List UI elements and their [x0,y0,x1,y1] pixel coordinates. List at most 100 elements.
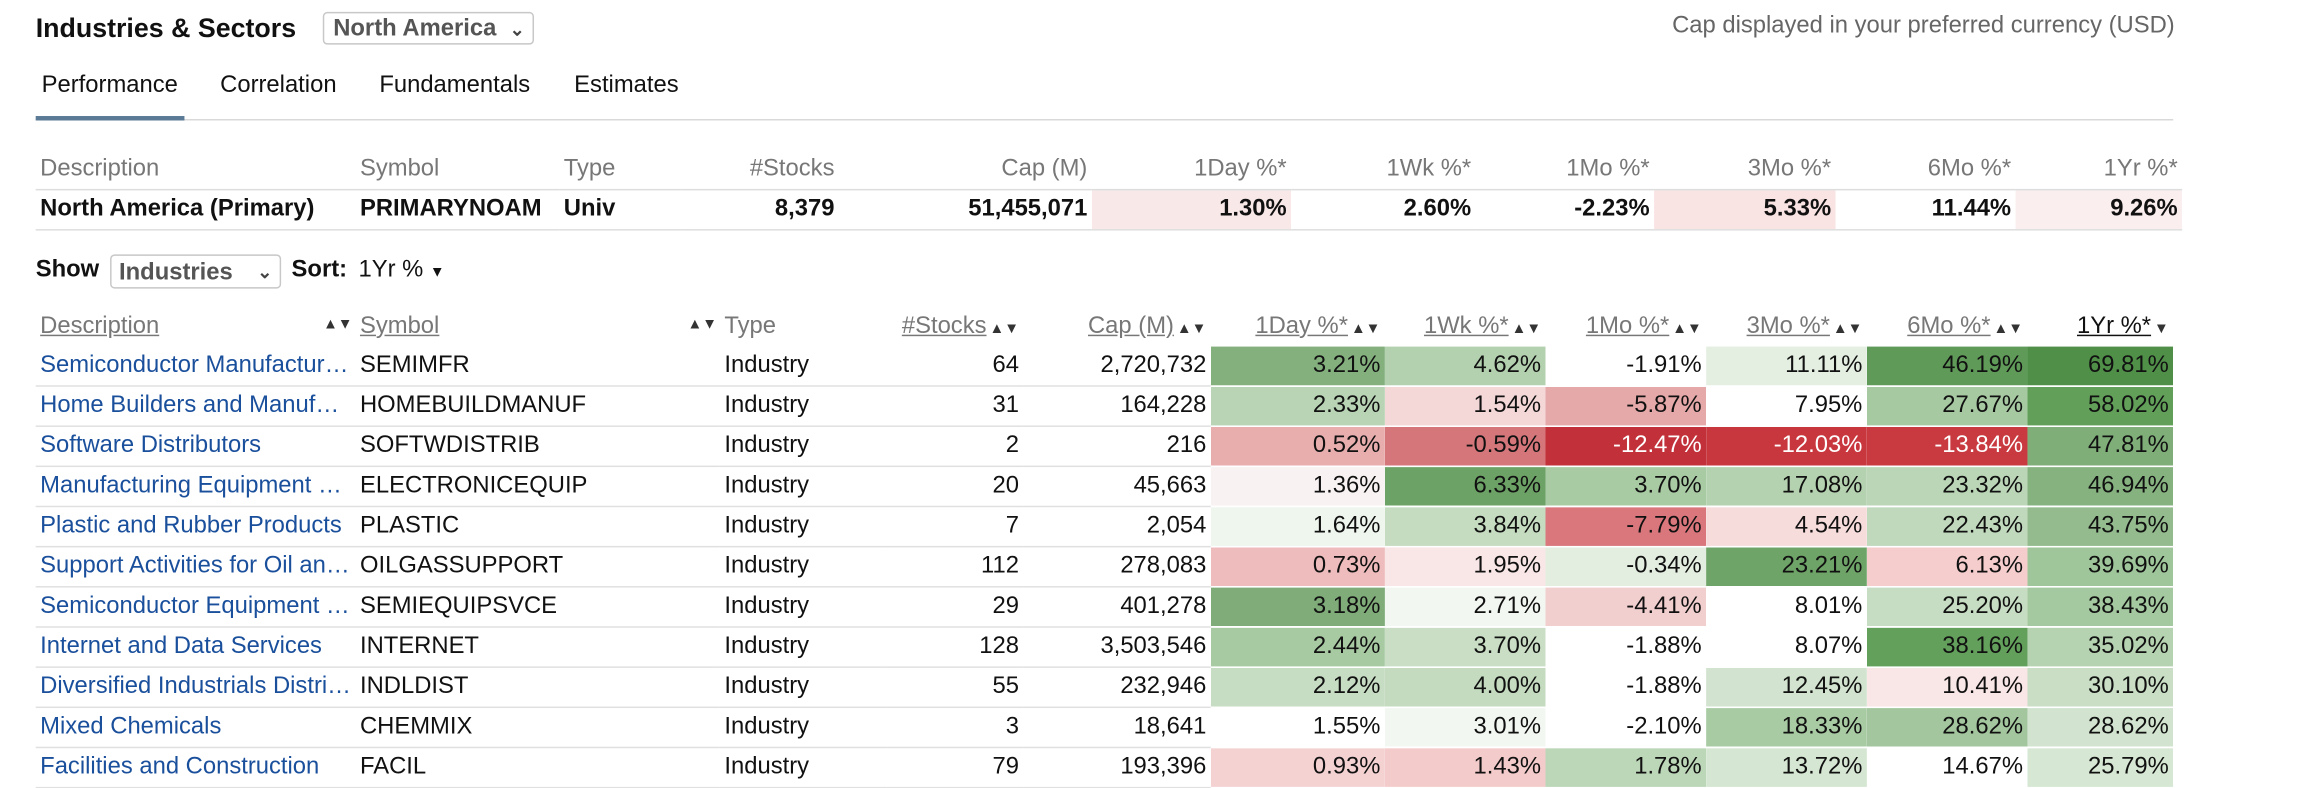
sort-header-1day[interactable]: 1Day %* ▲▼ [1211,308,1385,347]
row-pct-6mo: 27.67% [1866,386,2028,427]
tab-correlation[interactable]: Correlation [220,72,337,99]
col-header-description: Description [40,156,160,182]
summary-row: North America (Primary) PRIMARYNOAM Univ… [35,188,2183,231]
sort-header-1mo[interactable]: 1Mo %* ▲▼ [1546,308,1707,347]
row-pct-1wk: 4.00% [1384,667,1546,709]
row-symbol: SEMIMFR [355,346,720,387]
row-pct-1wk: 1.54% [1384,386,1546,427]
sort-header-symbol[interactable]: Symbol ▲▼ [356,308,720,347]
row-pct-1yr: 43.75% [2027,506,2174,548]
row-pct-1day: 1.36% [1210,466,1385,508]
row-pct-3mo: -12.03% [1706,426,1867,468]
row-cap: 2,720,732 [1023,346,1211,387]
summary-symbol: PRIMARYNOAM [355,188,560,231]
row-description-link[interactable]: Software Distributors [35,426,356,468]
col-header-1mo: 1Mo %* [1566,156,1650,182]
row-pct-3mo: 12.45% [1706,667,1867,709]
row-pct-6mo: 25.20% [1866,586,2028,628]
row-cap: 2,054 [1023,506,1211,548]
row-description-link[interactable]: Manufacturing Equipment and Components [35,466,356,508]
sort-arrows-icon: ▲▼ [989,321,1019,338]
col-header-type: Type [563,156,616,182]
sort-header-stocks[interactable]: #Stocks ▲▼ [887,308,1024,347]
table-row: Internet and Data Services INTERNET Indust… [35,626,2174,668]
row-type: Industry [719,747,887,788]
row-pct-1mo: -1.88% [1545,626,1707,668]
row-pct-1mo: -7.79% [1545,506,1707,548]
sort-header-6mo[interactable]: 6Mo %* ▲▼ [1867,308,2028,347]
region-dropdown[interactable]: North America ⌄ [322,11,534,45]
header-label: 1Yr %* [2076,313,2152,340]
row-symbol: SEMIEQUIPSVCE [355,586,720,628]
tab-performance[interactable]: Performance [35,71,184,121]
page-title: Industries & Sectors [35,13,297,44]
summary-type: Univ [559,188,682,231]
sort-header-description[interactable]: Description ▲▼ [36,308,356,347]
sort-header-1wk[interactable]: 1Wk %* ▲▼ [1385,308,1546,347]
row-pct-1yr: 35.02% [2027,626,2174,668]
row-description-link[interactable]: Plastic and Rubber Products [35,506,356,548]
header-label: Symbol [359,313,440,340]
summary-description: North America (Primary) [35,188,356,231]
sort-dropdown[interactable]: 1Yr % ▼ [358,257,444,284]
row-pct-1wk: 3.70% [1384,626,1546,668]
sort-header-1yr[interactable]: 1Yr %* ▼ [2027,308,2173,347]
row-symbol: PLASTIC [355,506,720,548]
row-pct-1day: 0.73% [1210,546,1385,588]
row-pct-6mo: 14.67% [1866,747,2028,788]
row-pct-1yr: 38.43% [2027,586,2174,628]
row-pct-1mo: 3.70% [1545,466,1707,508]
row-description-link[interactable]: Semiconductor Equipment and Services [35,586,356,628]
row-pct-6mo: -13.84% [1866,426,2028,468]
row-pct-1day: 0.93% [1210,747,1385,788]
header-type: Type [724,313,777,340]
row-type: Industry [719,626,887,668]
row-pct-1yr: 28.62% [2027,707,2174,749]
col-header-1wk: 1Wk %* [1386,156,1472,182]
row-description-link[interactable]: Home Builders and Manufacturers [35,386,356,427]
sort-arrows-icon: ▲▼ [1832,321,1863,338]
row-pct-3mo: 11.11% [1706,346,1867,387]
row-type: Industry [719,586,887,628]
row-description-link[interactable]: Support Activities for Oil and Gas [35,546,356,588]
caret-down-icon: ▼ [429,264,445,282]
row-description-link[interactable]: Diversified Industrials Distributors [35,667,356,709]
row-stocks: 64 [886,346,1024,387]
row-stocks: 112 [886,546,1024,588]
col-header-1yr: 1Yr %* [2103,156,2178,182]
table-row: Home Builders and ManufacturersHOMEBUILD… [35,386,2174,427]
row-symbol: INDLDIST [355,667,720,709]
header-label: 1Mo %* [1585,313,1670,340]
row-description-link[interactable]: Mixed Chemicals [35,707,356,749]
row-description-link[interactable]: Semiconductor Manufacturing [35,346,356,387]
chevron-down-icon: ⌄ [509,19,525,41]
row-pct-6mo: 38.16% [1866,626,2028,668]
row-cap: 278,083 [1023,546,1211,588]
row-pct-6mo: 10.41% [1866,667,2028,709]
sort-header-3mo[interactable]: 3Mo %* ▲▼ [1706,308,1867,347]
header-label: 1Wk %* [1423,313,1509,340]
row-pct-1day: 3.21% [1210,346,1385,387]
row-cap: 232,946 [1023,667,1211,709]
tab-estimates[interactable]: Estimates [574,72,679,99]
row-pct-1yr: 58.02% [2027,386,2174,427]
row-pct-6mo: 22.43% [1866,506,2028,548]
tab-fundamentals[interactable]: Fundamentals [379,72,531,99]
row-pct-1yr: 30.10% [2027,667,2174,709]
row-type: Industry [719,707,887,749]
col-header-cap: Cap (M) [1001,156,1088,182]
row-cap: 18,641 [1023,707,1211,749]
row-pct-1mo: -5.87% [1545,386,1707,427]
sort-header-cap[interactable]: Cap (M) ▲▼ [1023,308,1210,347]
sort-desc-icon: ▼ [2154,321,2169,338]
show-dropdown[interactable]: Industries ⌄ [110,254,282,289]
row-symbol: INTERNET [355,626,720,668]
row-pct-3mo: 18.33% [1706,707,1867,749]
row-pct-1wk: -0.59% [1384,426,1546,468]
row-symbol: SOFTWDISTRIB [355,426,720,468]
table-row: Semiconductor Manufacturing SEMIMFR Indust… [35,346,2174,387]
row-pct-3mo: 17.08% [1706,466,1867,508]
row-description-link[interactable]: Facilities and Construction [35,747,356,788]
row-description-link[interactable]: Internet and Data Services [35,626,356,668]
col-header-6mo: 6Mo %* [1927,156,2012,182]
